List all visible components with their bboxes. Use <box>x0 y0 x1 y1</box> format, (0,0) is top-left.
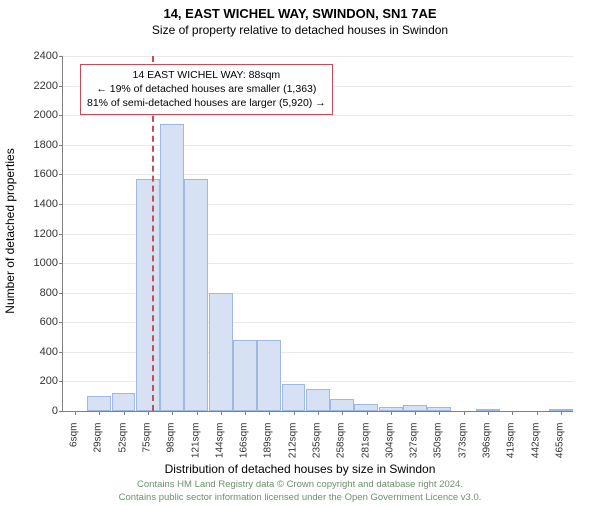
ytick-mark <box>59 86 63 87</box>
xtick-mark <box>439 411 440 415</box>
ytick-label: 1000 <box>18 257 58 269</box>
ytick-mark <box>59 293 63 294</box>
ytick-label: 2000 <box>18 109 58 121</box>
ytick-mark <box>59 381 63 382</box>
xtick-mark <box>342 411 343 415</box>
xtick-mark <box>124 411 125 415</box>
grid-line <box>63 174 573 175</box>
xtick-label: 396sqm <box>482 423 493 473</box>
xtick-mark <box>367 411 368 415</box>
xtick-label: 350sqm <box>433 423 444 473</box>
ytick-label: 2400 <box>18 50 58 62</box>
histogram-bar <box>160 124 184 411</box>
histogram-bar <box>282 384 306 411</box>
xtick-mark <box>221 411 222 415</box>
xtick-label: 212sqm <box>287 423 298 473</box>
ytick-mark <box>59 263 63 264</box>
xtick-mark <box>245 411 246 415</box>
ytick-mark <box>59 145 63 146</box>
xtick-mark <box>294 411 295 415</box>
ytick-mark <box>59 204 63 205</box>
ytick-label: 2200 <box>18 80 58 92</box>
xtick-mark <box>488 411 489 415</box>
xtick-mark <box>99 411 100 415</box>
xtick-label: 75sqm <box>142 423 153 473</box>
ytick-mark <box>59 322 63 323</box>
xtick-label: 144sqm <box>214 423 225 473</box>
xtick-label: 189sqm <box>263 423 274 473</box>
xtick-label: 98sqm <box>166 423 177 473</box>
info-box-line: 14 EAST WICHEL WAY: 88sqm <box>87 68 326 82</box>
ytick-label: 400 <box>18 346 58 358</box>
xtick-mark <box>172 411 173 415</box>
xtick-label: 327sqm <box>409 423 420 473</box>
ytick-label: 1600 <box>18 168 58 180</box>
ytick-mark <box>59 352 63 353</box>
xtick-label: 304sqm <box>384 423 395 473</box>
histogram-bar <box>209 293 233 411</box>
ytick-label: 800 <box>18 287 58 299</box>
info-box-line: ← 19% of detached houses are smaller (1,… <box>87 82 326 96</box>
grid-line <box>63 145 573 146</box>
info-box-line: 81% of semi-detached houses are larger (… <box>87 96 326 110</box>
xtick-mark <box>512 411 513 415</box>
y-axis-title: Number of detached properties <box>3 148 17 313</box>
xtick-label: 235sqm <box>312 423 323 473</box>
histogram-bar <box>136 179 160 411</box>
chart-title-sub: Size of property relative to detached ho… <box>0 23 600 37</box>
footer-line-1: Contains HM Land Registry data © Crown c… <box>0 479 600 491</box>
xtick-label: 52sqm <box>117 423 128 473</box>
grid-line <box>63 56 573 57</box>
xtick-label: 419sqm <box>506 423 517 473</box>
xtick-mark <box>537 411 538 415</box>
histogram-bar <box>257 340 281 411</box>
ytick-label: 200 <box>18 375 58 387</box>
xtick-mark <box>269 411 270 415</box>
histogram-bar <box>184 179 208 411</box>
histogram-bar <box>330 399 354 411</box>
histogram-bar <box>233 340 257 411</box>
xtick-label: 121sqm <box>190 423 201 473</box>
xtick-mark <box>391 411 392 415</box>
histogram-bar <box>354 404 378 411</box>
ytick-label: 0 <box>18 405 58 417</box>
xtick-label: 258sqm <box>336 423 347 473</box>
xtick-mark <box>318 411 319 415</box>
xtick-mark <box>464 411 465 415</box>
property-info-box: 14 EAST WICHEL WAY: 88sqm← 19% of detach… <box>80 64 333 115</box>
ytick-label: 1400 <box>18 198 58 210</box>
xtick-label: 442sqm <box>530 423 541 473</box>
xtick-label: 6sqm <box>69 423 80 473</box>
xtick-mark <box>561 411 562 415</box>
histogram-bar <box>112 393 136 411</box>
histogram-bar <box>306 389 330 411</box>
xtick-label: 166sqm <box>239 423 250 473</box>
ytick-mark <box>59 56 63 57</box>
footer-line-2: Contains public sector information licen… <box>0 492 600 504</box>
xtick-mark <box>75 411 76 415</box>
xtick-mark <box>415 411 416 415</box>
xtick-label: 465sqm <box>554 423 565 473</box>
ytick-label: 1800 <box>18 139 58 151</box>
ytick-mark <box>59 234 63 235</box>
footer-attribution: Contains HM Land Registry data © Crown c… <box>0 479 600 504</box>
ytick-label: 600 <box>18 316 58 328</box>
xtick-label: 29sqm <box>93 423 104 473</box>
ytick-label: 1200 <box>18 228 58 240</box>
xtick-label: 281sqm <box>360 423 371 473</box>
xtick-mark <box>148 411 149 415</box>
histogram-bar <box>87 396 111 411</box>
chart-title-main: 14, EAST WICHEL WAY, SWINDON, SN1 7AE <box>0 6 600 21</box>
ytick-mark <box>59 411 63 412</box>
grid-line <box>63 115 573 116</box>
xtick-label: 373sqm <box>457 423 468 473</box>
xtick-mark <box>197 411 198 415</box>
ytick-mark <box>59 174 63 175</box>
ytick-mark <box>59 115 63 116</box>
